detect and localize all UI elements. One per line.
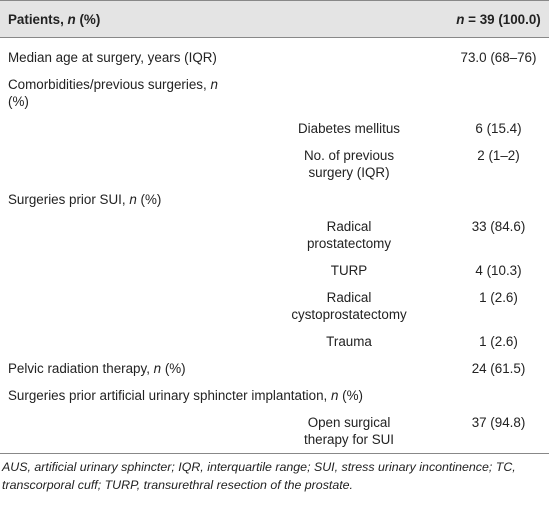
table-row: Pelvic radiation therapy, n (%) 24 (61.5) bbox=[0, 355, 549, 382]
value-cell: 37 (94.8) bbox=[448, 409, 549, 454]
italic-run: n bbox=[456, 11, 465, 27]
table-row: Comorbidities/previous surgeries, n (%) bbox=[0, 71, 549, 115]
row-label: Pelvic radiation therapy, n (%) bbox=[0, 355, 250, 382]
text-run: Surgeries prior SUI, bbox=[8, 192, 130, 207]
italic-run: n bbox=[129, 192, 137, 207]
text-run: (%) bbox=[161, 361, 186, 376]
italic-run: n bbox=[67, 11, 76, 27]
sub-label bbox=[250, 38, 448, 72]
table-row: Radical prostatectomy 33 (84.6) bbox=[0, 213, 549, 257]
sub-label: Radical cystoprostatectomy bbox=[250, 284, 448, 328]
header-row: Patients, n (%) n = 39 (100.0) bbox=[0, 0, 549, 38]
text-run: Patients, bbox=[8, 11, 68, 27]
row-label bbox=[0, 115, 250, 142]
text-run: 1 (2.6) bbox=[479, 290, 518, 305]
text-run: 6 (15.4) bbox=[475, 121, 522, 136]
row-label bbox=[0, 409, 250, 454]
value-cell: 2 (1–2) bbox=[448, 142, 549, 186]
row-label bbox=[0, 257, 250, 284]
row-label bbox=[0, 328, 250, 355]
text-run: 24 (61.5) bbox=[471, 361, 526, 376]
text-run: 2 (1–2) bbox=[477, 148, 520, 163]
text-run: Comorbidities/previous surgeries, bbox=[8, 77, 211, 92]
text-run: Radical cystoprostatectomy bbox=[291, 290, 407, 322]
text-run: 73.0 (68–76) bbox=[460, 50, 537, 65]
text-run: 1 (2.6) bbox=[479, 334, 518, 349]
sub-label: Open surgical therapy for SUI bbox=[250, 409, 448, 454]
table-row: No. of previous surgery (IQR) 2 (1–2) bbox=[0, 142, 549, 186]
text-run: (%) bbox=[75, 11, 101, 27]
value-cell: 6 (15.4) bbox=[448, 115, 549, 142]
table-row: Open surgical therapy for SUI 37 (94.8) bbox=[0, 409, 549, 454]
row-label: Comorbidities/previous surgeries, n (%) bbox=[0, 71, 250, 115]
text-run: = 39 (100.0) bbox=[464, 11, 541, 27]
value-cell bbox=[448, 71, 549, 115]
table-row: TURP 4 (10.3) bbox=[0, 257, 549, 284]
table-row: Trauma 1 (2.6) bbox=[0, 328, 549, 355]
value-cell: 73.0 (68–76) bbox=[448, 38, 549, 72]
row-label bbox=[0, 213, 250, 257]
text-run: Surgeries prior artificial urinary sphin… bbox=[8, 388, 331, 403]
sub-label: Trauma bbox=[250, 328, 448, 355]
text-run: (%) bbox=[136, 192, 162, 207]
sub-label: Radical prostatectomy bbox=[250, 213, 448, 257]
table-row: Radical cystoprostatectomy 1 (2.6) bbox=[0, 284, 549, 328]
value-cell: 4 (10.3) bbox=[448, 257, 549, 284]
sub-label bbox=[250, 71, 448, 115]
sub-label: Diabetes mellitus bbox=[250, 115, 448, 142]
text-run: 37 (94.8) bbox=[471, 415, 526, 430]
header-cell: n = 39 (100.0) bbox=[448, 0, 549, 38]
value-cell: 33 (84.6) bbox=[448, 213, 549, 257]
row-label: Median age at surgery, years (IQR) bbox=[0, 38, 250, 72]
table-row: Surgeries prior SUI, n (%) bbox=[0, 186, 549, 213]
table-row: Diabetes mellitus 6 (15.4) bbox=[0, 115, 549, 142]
sub-label: No. of previous surgery (IQR) bbox=[250, 142, 448, 186]
table-row: Median age at surgery, years (IQR) 73.0 (… bbox=[0, 38, 549, 72]
value-cell: 24 (61.5) bbox=[448, 355, 549, 382]
sub-label bbox=[250, 355, 448, 382]
text-run: (%) bbox=[338, 388, 363, 403]
text-run: Trauma bbox=[326, 334, 372, 349]
row-label bbox=[0, 142, 250, 186]
table-row: Surgeries prior artificial urinary sphin… bbox=[0, 382, 549, 409]
footnote: AUS, artificial urinary sphincter; IQR, … bbox=[2, 460, 516, 492]
row-label: Surgeries prior artificial urinary sphin… bbox=[0, 382, 549, 409]
text-run: Pelvic radiation therapy, bbox=[8, 361, 154, 376]
text-run: Diabetes mellitus bbox=[298, 121, 400, 136]
text-run: No. of previous surgery (IQR) bbox=[303, 148, 395, 180]
text-run: Open surgical therapy for SUI bbox=[303, 415, 395, 447]
italic-run: n bbox=[153, 361, 162, 376]
text-run: TURP bbox=[330, 263, 368, 278]
data-table: Patients, n (%) n = 39 (100.0) Median age… bbox=[0, 0, 549, 454]
header-cell: Patients, n (%) bbox=[0, 0, 448, 38]
text-run: 33 (84.6) bbox=[471, 219, 526, 234]
text-run: (%) bbox=[8, 94, 29, 109]
row-label bbox=[0, 284, 250, 328]
text-run: 4 (10.3) bbox=[475, 263, 522, 278]
italic-run: n bbox=[210, 77, 218, 92]
text-run: Radical prostatectomy bbox=[306, 219, 392, 251]
value-cell: 1 (2.6) bbox=[448, 284, 549, 328]
text-run: Median age at surgery, years (IQR) bbox=[8, 50, 217, 65]
row-label: Surgeries prior SUI, n (%) bbox=[0, 186, 549, 213]
sub-label: TURP bbox=[250, 257, 448, 284]
italic-run: n bbox=[331, 388, 339, 403]
value-cell: 1 (2.6) bbox=[448, 328, 549, 355]
